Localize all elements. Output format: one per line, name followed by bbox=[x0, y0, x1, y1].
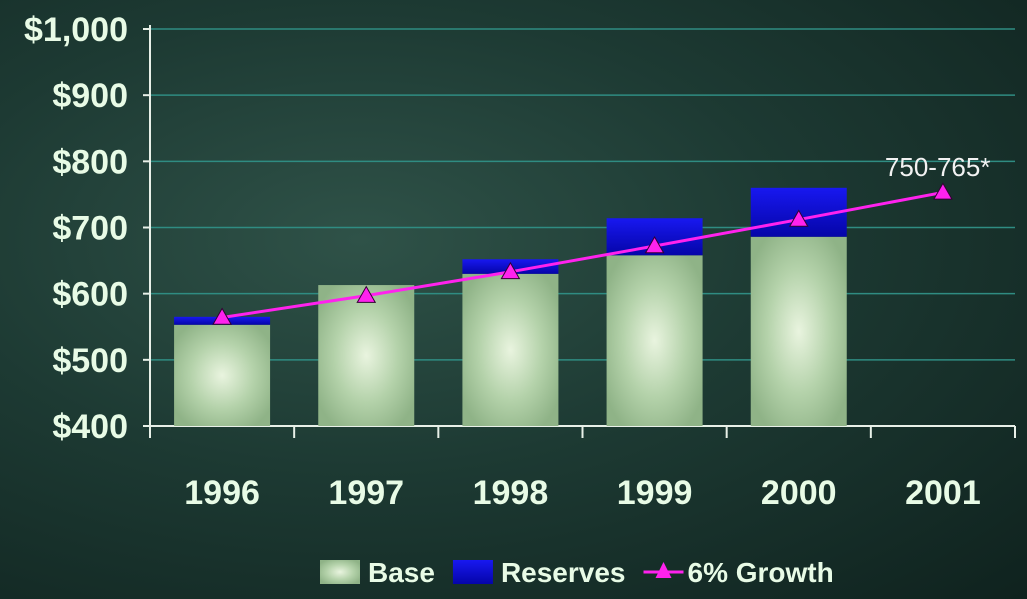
gridlines bbox=[150, 28, 1015, 361]
growth-marker bbox=[356, 285, 377, 303]
growth-marker bbox=[788, 209, 809, 227]
growth-line bbox=[212, 182, 953, 325]
bar-base bbox=[318, 285, 415, 426]
legend-label: Reserves bbox=[501, 557, 626, 588]
x-tick-label: 2000 bbox=[761, 474, 837, 512]
legend-label: 6% Growth bbox=[688, 557, 834, 588]
bar-base bbox=[174, 324, 271, 426]
y-tick-label: $600 bbox=[52, 276, 128, 314]
legend-marker bbox=[655, 562, 672, 578]
y-tick-label: $500 bbox=[52, 342, 128, 380]
y-tick-label: $700 bbox=[52, 210, 128, 248]
y-tick-label: $800 bbox=[52, 143, 128, 181]
bar-base bbox=[750, 236, 847, 426]
bar-base bbox=[462, 273, 559, 426]
x-tick-label: 1999 bbox=[617, 474, 693, 512]
x-tick-label: 2001 bbox=[905, 474, 981, 512]
legend-swatch bbox=[452, 560, 493, 584]
x-tick-label: 1997 bbox=[328, 474, 404, 512]
growth-marker bbox=[933, 182, 953, 200]
x-tick-label: 1996 bbox=[184, 474, 260, 512]
y-axis: $400 $500 $600 $700 $800 $900 $1,000 bbox=[24, 11, 151, 446]
annotation-label: 750-765* bbox=[885, 152, 991, 182]
legend-label: Base bbox=[368, 557, 435, 588]
x-tick-label: 1998 bbox=[473, 474, 549, 512]
legend-swatch bbox=[320, 560, 360, 584]
annotations: 750-765* bbox=[885, 152, 991, 182]
growth-marker bbox=[212, 307, 232, 325]
growth-line-path bbox=[221, 190, 944, 319]
growth-marker bbox=[644, 236, 665, 254]
y-tick-label: $900 bbox=[52, 77, 128, 115]
bars bbox=[174, 187, 847, 426]
bar-base bbox=[606, 255, 703, 426]
x-axis: 1996 1997 1998 1999 2000 2001 bbox=[149, 425, 1016, 512]
growth-marker bbox=[500, 261, 521, 280]
legend: Base Reserves 6% Growth bbox=[320, 557, 834, 588]
y-tick-label: $1,000 bbox=[24, 11, 128, 49]
y-tick-label: $400 bbox=[52, 408, 128, 446]
